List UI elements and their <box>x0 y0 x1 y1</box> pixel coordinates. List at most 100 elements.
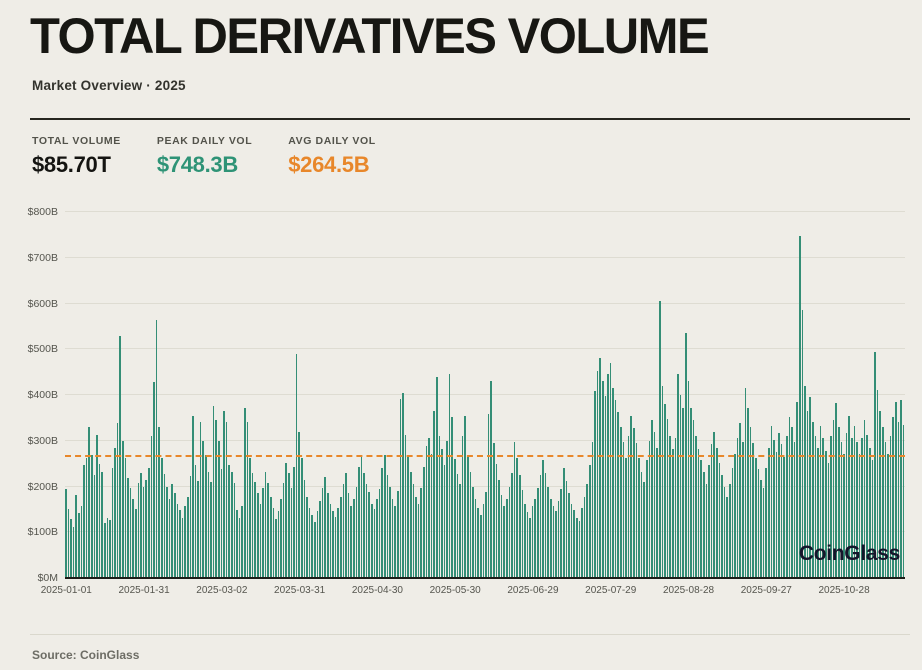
bar <box>817 447 819 578</box>
bar <box>264 471 267 578</box>
bar <box>210 481 212 578</box>
bar <box>690 407 692 578</box>
x-tick-label: 2025-06-29 <box>507 585 559 596</box>
bar <box>205 455 207 578</box>
bar <box>326 493 329 578</box>
bar <box>630 415 633 578</box>
bar <box>570 503 573 578</box>
bar <box>754 458 757 578</box>
bar <box>669 436 671 578</box>
bar <box>786 436 788 578</box>
bar <box>814 436 817 578</box>
bar <box>749 427 752 578</box>
bar <box>132 499 135 578</box>
bar <box>887 453 889 578</box>
bar <box>500 494 503 578</box>
bar <box>656 447 658 578</box>
x-tick-label: 2025-03-02 <box>196 585 248 596</box>
bar <box>298 431 301 578</box>
bar <box>397 491 399 578</box>
bar <box>778 432 780 578</box>
bar <box>617 412 620 578</box>
stat-value: $264.5B <box>288 152 370 177</box>
bar <box>192 415 194 578</box>
bar <box>88 427 90 578</box>
bar <box>72 526 75 578</box>
bar <box>555 511 557 578</box>
bar <box>412 484 415 578</box>
bar <box>897 422 900 578</box>
bar <box>879 411 882 578</box>
bar <box>275 519 277 578</box>
bar <box>114 447 116 578</box>
stat-label: TOTAL VOLUME <box>32 135 121 147</box>
bar <box>96 435 98 578</box>
bar <box>262 488 264 578</box>
subtitle: Market Overview · 2025 <box>32 78 186 93</box>
bar <box>241 505 243 578</box>
bar <box>819 426 822 578</box>
bar <box>869 447 871 578</box>
bar <box>895 401 897 578</box>
bar <box>713 431 716 578</box>
bar <box>651 420 653 578</box>
bar <box>254 481 256 578</box>
bar <box>539 475 542 578</box>
x-tick-label: 2025-01-31 <box>118 585 170 596</box>
bar <box>516 458 518 578</box>
bar <box>197 481 199 578</box>
bar <box>166 487 168 578</box>
bar <box>306 496 308 578</box>
bar <box>542 459 544 578</box>
bar <box>288 472 290 578</box>
bar <box>293 467 295 578</box>
bar <box>757 469 760 578</box>
bar <box>581 508 583 578</box>
bar <box>77 513 80 578</box>
bar <box>622 441 625 578</box>
bar <box>347 492 350 578</box>
bar <box>734 453 736 578</box>
bar <box>70 519 72 578</box>
bar <box>155 319 158 578</box>
bar <box>858 453 861 578</box>
bar <box>342 484 345 578</box>
bar <box>417 503 420 578</box>
bar <box>627 436 630 578</box>
bar <box>884 441 887 578</box>
bar <box>822 438 824 578</box>
bar <box>316 511 319 578</box>
bar <box>83 464 85 578</box>
bar <box>301 458 303 578</box>
y-tick-label: $400B <box>27 389 58 401</box>
bar <box>350 505 352 578</box>
bar <box>389 487 391 578</box>
bar <box>111 468 114 578</box>
bar <box>487 414 490 578</box>
bar <box>101 471 103 578</box>
bar <box>386 475 389 578</box>
bar <box>314 522 316 578</box>
bar <box>109 520 111 578</box>
bar <box>319 501 321 578</box>
bar <box>407 455 409 578</box>
gridline <box>65 302 905 304</box>
bar <box>280 499 282 578</box>
bar <box>560 488 562 578</box>
bar <box>153 382 155 578</box>
bar <box>866 435 869 578</box>
bar <box>643 481 645 578</box>
bar <box>653 431 656 578</box>
bar <box>812 422 814 578</box>
bar <box>321 488 324 578</box>
bar <box>791 427 793 578</box>
bar <box>544 472 547 578</box>
header-divider <box>30 118 910 120</box>
stat-label: AVG DAILY VOL <box>288 135 376 147</box>
bar <box>490 381 492 578</box>
bar <box>189 476 192 578</box>
bar <box>129 488 132 578</box>
bar <box>550 499 552 578</box>
bar <box>679 395 682 578</box>
bar <box>215 420 218 578</box>
